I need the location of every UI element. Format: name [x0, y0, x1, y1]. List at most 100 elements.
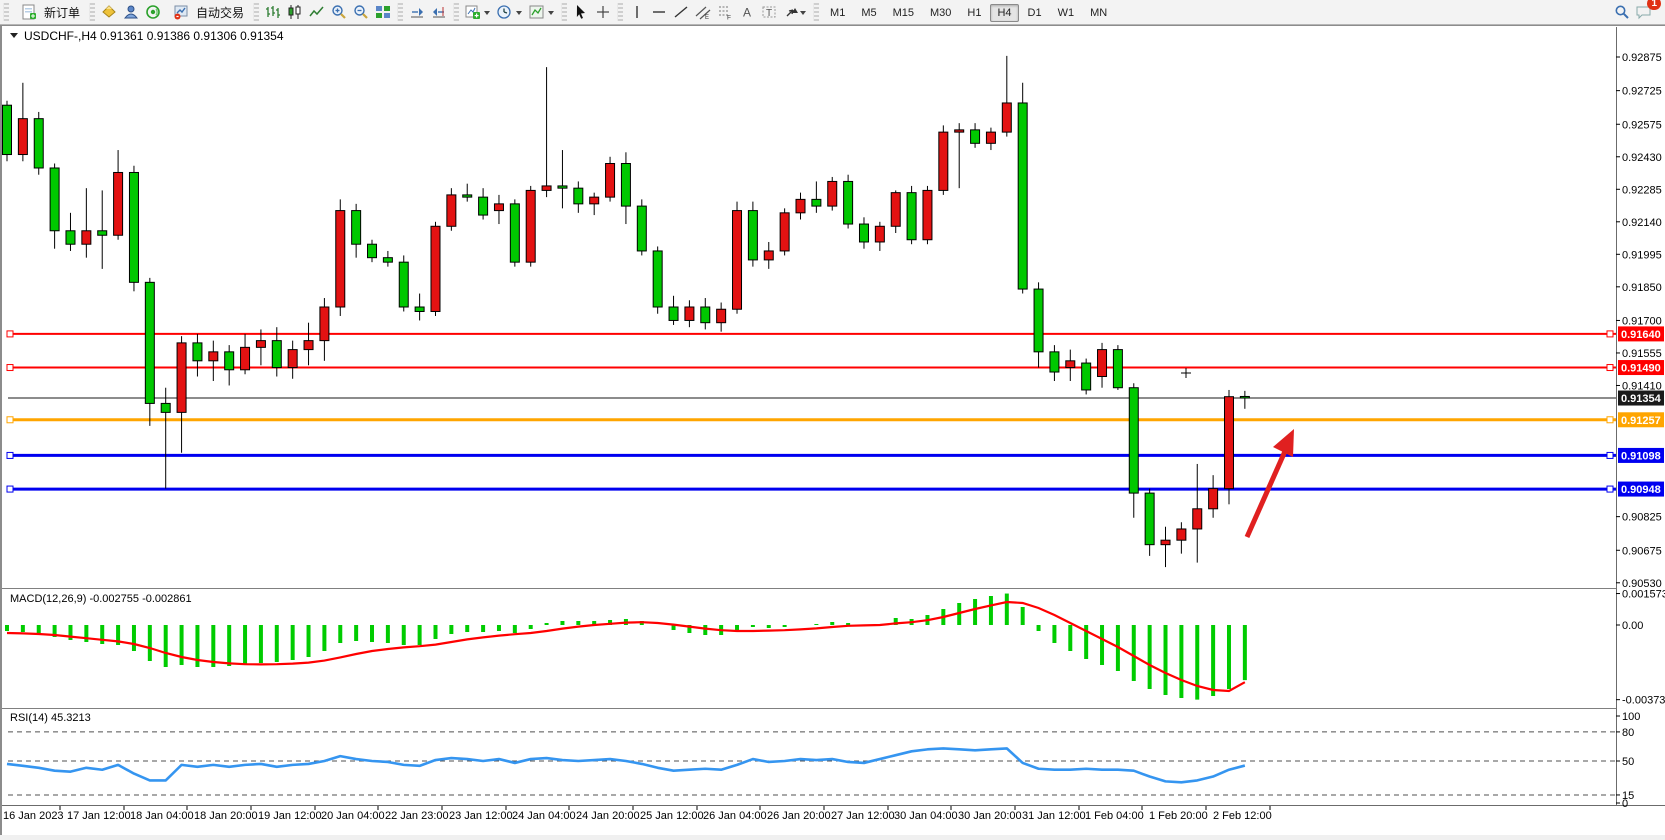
- timeframe-M15[interactable]: M15: [892, 7, 914, 19]
- template-icon[interactable]: [526, 1, 558, 23]
- hline-handle[interactable]: [6, 451, 14, 459]
- new-order-label: 新订单: [44, 5, 81, 20]
- toolbar-grip[interactable]: [453, 3, 460, 21]
- timeframe-M1[interactable]: M1: [830, 7, 846, 19]
- text-icon[interactable]: A: [736, 1, 758, 23]
- price-tick-label: 0.91995: [1622, 249, 1662, 261]
- candle: [795, 198, 806, 214]
- timeframe-group: M1 M5 M15 M30 H1 H4 D1 W1 MN: [822, 4, 1115, 22]
- period-icon[interactable]: [494, 1, 526, 23]
- price-tick-label: 0.91555: [1622, 348, 1662, 360]
- autotrading-label: 自动交易: [196, 5, 245, 20]
- line-chart-icon[interactable]: [306, 1, 328, 23]
- toolbar-grip[interactable]: [813, 3, 820, 21]
- chart-svg[interactable]: 0.92875 0.92725 0.92575 0.92430 0.92285 0.921…: [2, 26, 1665, 835]
- hline-handle[interactable]: [1606, 451, 1614, 459]
- timeframe-M30[interactable]: M30: [930, 7, 952, 19]
- new-order-button[interactable]: 新订单: [12, 0, 86, 26]
- new-chart-icon[interactable]: [462, 1, 494, 23]
- horizontal-lines[interactable]: [6, 330, 1616, 493]
- arrows-icon[interactable]: [780, 1, 810, 23]
- hline-handle[interactable]: [1606, 416, 1614, 424]
- hline-handle[interactable]: [1606, 485, 1614, 493]
- rsi-line: [6, 747, 1246, 784]
- timeframe-H1[interactable]: H1: [967, 7, 982, 19]
- rsi-title: RSI(14) 45.3213: [10, 712, 91, 724]
- candle: [843, 180, 854, 225]
- toolbar-grip[interactable]: [561, 3, 568, 21]
- toolbar-grip[interactable]: [397, 3, 404, 21]
- candle: [478, 196, 489, 216]
- time-label: 18 Jan 04:00: [130, 810, 194, 822]
- timeframe-H4[interactable]: H4: [990, 4, 1019, 22]
- candle: [113, 171, 124, 236]
- price-tick-label: 0.90825: [1622, 512, 1662, 524]
- time-label: 1 Feb 04:00: [1085, 810, 1144, 822]
- hline-handle[interactable]: [6, 330, 14, 338]
- candle: [970, 129, 981, 144]
- candle: [81, 230, 92, 245]
- chart-shift-icon[interactable]: [428, 1, 450, 23]
- candle: [732, 210, 743, 310]
- trendline-icon[interactable]: [670, 1, 692, 23]
- candle: [668, 306, 679, 321]
- zoom-out-icon[interactable]: [350, 1, 372, 23]
- timeframe-M5[interactable]: M5: [861, 7, 877, 19]
- chat-button[interactable]: 1: [1633, 0, 1661, 23]
- candle: [271, 340, 282, 369]
- autotrading-button[interactable]: 自动交易: [164, 0, 250, 26]
- hline-handle[interactable]: [1606, 364, 1614, 372]
- cursor-icon[interactable]: [570, 1, 592, 23]
- svg-text:T: T: [766, 8, 772, 19]
- timeframe-MN[interactable]: MN: [1090, 7, 1108, 19]
- auto-scroll-icon[interactable]: [406, 1, 428, 23]
- hline-handle[interactable]: [6, 364, 14, 372]
- timeframe-W1[interactable]: W1: [1057, 7, 1075, 19]
- toolbar-grip[interactable]: [617, 3, 624, 21]
- candle: [747, 210, 758, 261]
- hline-handle[interactable]: [6, 485, 14, 493]
- candlestick-icon[interactable]: [284, 1, 306, 23]
- hline-handle[interactable]: [6, 416, 14, 424]
- toolbar-grip[interactable]: [253, 3, 260, 21]
- candle: [160, 402, 171, 413]
- hline-handle[interactable]: [1606, 330, 1614, 338]
- channel-icon[interactable]: E: [692, 1, 714, 23]
- toolbar-grip[interactable]: [89, 3, 96, 21]
- hline-icon[interactable]: [648, 1, 670, 23]
- candle: [319, 306, 330, 342]
- candle: [176, 342, 187, 413]
- candle: [367, 243, 378, 259]
- time-axis[interactable]: 16 Jan 2023 17 Jan 12:00 18 Jan 04:00 18 Ja…: [3, 806, 1272, 822]
- candle: [716, 308, 727, 324]
- search-icon[interactable]: [1611, 1, 1633, 23]
- profile-icon[interactable]: [120, 1, 142, 23]
- timeframe-D1[interactable]: D1: [1027, 7, 1042, 19]
- bar-chart-icon[interactable]: [262, 1, 284, 23]
- label-icon[interactable]: T: [758, 1, 780, 23]
- candle: [1033, 288, 1044, 353]
- candle: [446, 194, 457, 227]
- fibonacci-icon[interactable]: F: [714, 1, 736, 23]
- trend-arrow[interactable]: [1244, 429, 1294, 539]
- candle: [382, 257, 393, 263]
- chevron-down-icon[interactable]: [10, 33, 18, 38]
- candle: [335, 210, 346, 308]
- tile-windows-icon[interactable]: [372, 1, 394, 23]
- vline-icon[interactable]: [626, 1, 648, 23]
- time-label: 16 Jan 2023: [3, 810, 64, 822]
- zoom-in-icon[interactable]: [328, 1, 350, 23]
- price-axis[interactable]: 0.92875 0.92725 0.92575 0.92430 0.92285 0.921…: [1616, 52, 1664, 590]
- price-tick-label: 0.92575: [1622, 119, 1662, 131]
- time-label: 1 Feb 20:00: [1149, 810, 1208, 822]
- price-tick-label: 0.92725: [1622, 86, 1662, 98]
- toolbar: 新订单 自动交易: [0, 0, 1665, 25]
- crosshair-icon[interactable]: [592, 1, 614, 23]
- candle: [1176, 528, 1187, 541]
- gold-icon[interactable]: [98, 1, 120, 23]
- candle: [1001, 102, 1012, 133]
- toolbar-grip[interactable]: [3, 3, 9, 21]
- signals-icon[interactable]: [142, 1, 164, 23]
- time-label: 30 Jan 04:00: [894, 810, 958, 822]
- price-line-label: 0.91490: [1621, 363, 1661, 375]
